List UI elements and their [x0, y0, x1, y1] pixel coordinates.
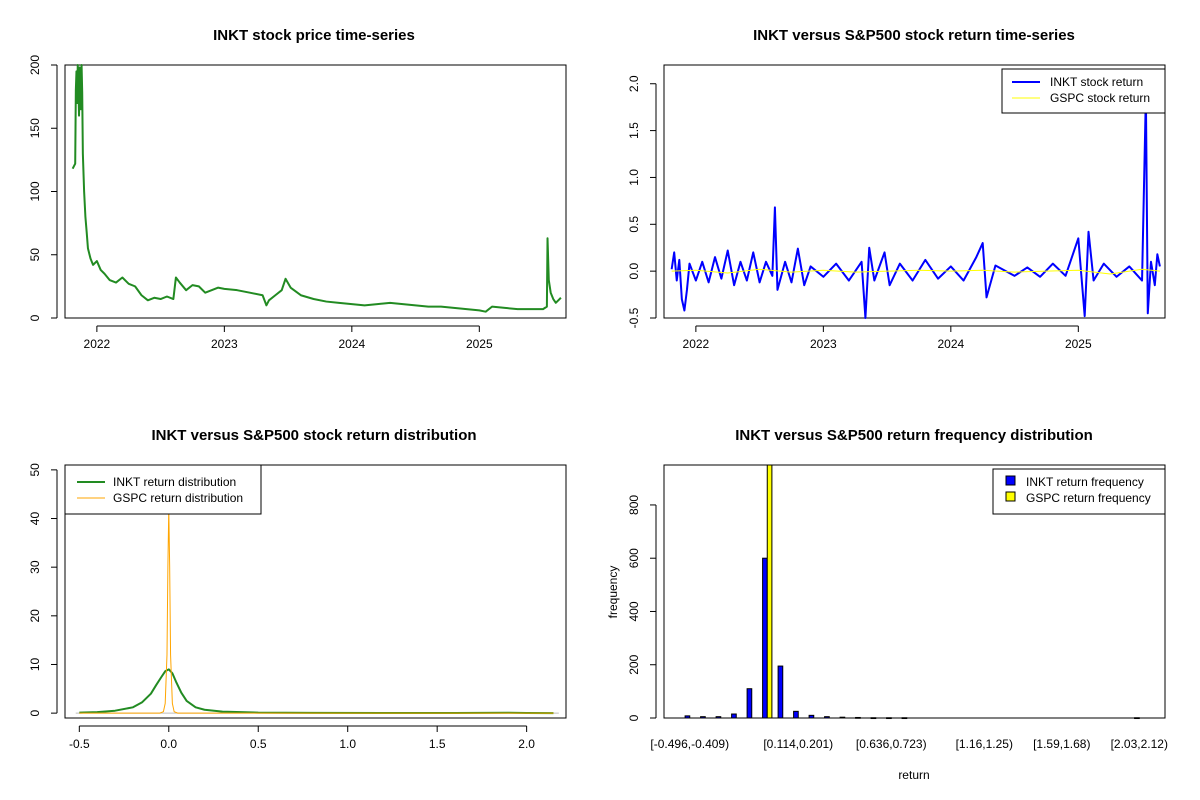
legend-label-inkt: INKT return distribution — [113, 475, 236, 489]
y-tick-label: 0 — [28, 709, 42, 716]
legend-box — [64, 464, 262, 515]
x-tick-label: [0.114,0.201) — [763, 737, 833, 751]
bar-inkt — [762, 557, 768, 719]
bar-gspc — [766, 464, 773, 719]
y-tick-label: 10 — [28, 657, 42, 671]
y-tick-label: 0.5 — [627, 216, 641, 233]
x-tick-label: 2023 — [810, 337, 837, 351]
y-tick-label: 40 — [28, 512, 42, 526]
bar-inkt — [746, 688, 753, 719]
legend: INKT stock return GSPC stock return — [1001, 68, 1166, 114]
bar-inkt — [700, 716, 706, 719]
gspc-return-line — [671, 268, 1160, 275]
legend-label-gspc: GSPC return distribution — [113, 491, 243, 505]
x-tick-label: 2022 — [683, 337, 710, 351]
x-tick-label: [0.636,0.723) — [856, 737, 927, 751]
chart-price: INKT stock price time-series 0 50 100 150 20… — [28, 27, 567, 351]
distribution-marks: 0 10 20 30 40 50 -0.5 0.0 0.5 1.0 1.5 2.0 — [28, 463, 559, 751]
x-tick-label: 2.0 — [518, 737, 535, 751]
chart-returns: INKT versus S&P500 stock return time-ser… — [627, 27, 1166, 351]
legend-label-gspc: GSPC stock return — [1050, 91, 1150, 105]
x-tick-label: 0.0 — [160, 737, 177, 751]
inkt-return-line — [670, 93, 1161, 319]
plot-frame — [64, 464, 567, 719]
bar-inkt — [901, 717, 908, 720]
y-tick-label: 50 — [28, 248, 42, 262]
plot-frame — [663, 464, 1166, 719]
price-marks: 0 50 100 150 200 2022 2023 2024 2025 — [28, 55, 562, 351]
x-tick-label: 2024 — [338, 337, 365, 351]
y-tick-label: 100 — [28, 181, 42, 201]
legend-swatch-inkt — [1005, 475, 1016, 486]
legend-label-inkt: INKT stock return — [1050, 75, 1143, 89]
y-tick-label: 600 — [627, 548, 641, 568]
bar-inkt — [777, 665, 784, 719]
chart-title: INKT versus S&P500 stock return time-ser… — [753, 27, 1075, 44]
x-tick-label: 2023 — [211, 337, 238, 351]
chart-title: INKT versus S&P500 stock return distribu… — [151, 427, 476, 444]
y-tick-label: 50 — [28, 463, 42, 477]
legend-box — [1001, 68, 1166, 114]
y-tick-label: 200 — [28, 55, 42, 75]
returns-marks: -0.5 0.0 0.5 1.0 1.5 2.0 2022 2023 2024 2025 — [627, 75, 1161, 351]
price-series-line — [71, 64, 562, 313]
y-tick-label: 1.0 — [627, 169, 641, 186]
frequency-marks: 0 200 400 600 800 [-0.496,-0.409) [0.114,0.201… — [627, 464, 1168, 751]
x-tick-label: [1.59,1.68) — [1033, 737, 1090, 751]
bar-inkt — [731, 713, 737, 719]
x-tick-label: 1.5 — [429, 737, 446, 751]
x-tick-label: 1.0 — [339, 737, 356, 751]
y-tick-label: 400 — [627, 601, 641, 621]
bar-inkt — [1134, 717, 1140, 720]
chart-frequency: INKT versus S&P500 return frequency dist… — [606, 427, 1168, 782]
legend-label-gspc: GSPC return frequency — [1026, 491, 1151, 505]
y-tick-label: 0.0 — [627, 262, 641, 279]
x-tick-label: -0.5 — [69, 737, 90, 751]
y-tick-label: -0.5 — [627, 307, 641, 328]
y-axis-label: frequency — [606, 566, 620, 619]
x-tick-label: 2025 — [466, 337, 493, 351]
x-tick-label: 0.5 — [250, 737, 267, 751]
y-tick-label: 1.5 — [627, 122, 641, 139]
bar-inkt — [715, 716, 722, 719]
x-tick-label: 2022 — [84, 337, 111, 351]
x-tick-label: [1.16,1.25) — [956, 737, 1013, 751]
bar-inkt — [808, 714, 815, 719]
x-tick-label: [-0.496,-0.409) — [650, 737, 729, 751]
bar-inkt — [855, 716, 861, 719]
bar-inkt — [870, 717, 877, 720]
x-axis-label: return — [898, 768, 929, 782]
x-tick-label: 2024 — [937, 337, 964, 351]
y-tick-label: 0 — [627, 714, 641, 721]
y-tick-label: 800 — [627, 495, 641, 515]
y-tick-label: 2.0 — [627, 75, 641, 92]
y-tick-label: 0 — [28, 314, 42, 321]
legend-box — [992, 468, 1166, 515]
y-tick-label: 150 — [28, 118, 42, 138]
y-tick-label: 30 — [28, 560, 42, 574]
legend: INKT return frequency GSPC return freque… — [992, 468, 1166, 515]
plot-frame — [663, 64, 1166, 319]
chart-title: INKT stock price time-series — [213, 27, 415, 44]
legend: INKT return distribution GSPC return dis… — [64, 464, 262, 515]
y-tick-label: 20 — [28, 609, 42, 623]
plot-frame — [64, 64, 567, 319]
bar-inkt — [824, 716, 830, 719]
bar-inkt — [886, 717, 892, 720]
chart-title: INKT versus S&P500 return frequency dist… — [735, 427, 1093, 444]
bar-inkt — [793, 710, 799, 719]
x-tick-label: [2.03,2.12) — [1111, 737, 1168, 751]
bar-inkt — [684, 715, 691, 719]
y-tick-label: 200 — [627, 654, 641, 674]
legend-swatch-gspc — [1005, 491, 1016, 502]
bar-inkt — [839, 716, 846, 719]
chart-distribution: INKT versus S&P500 stock return distribu… — [28, 427, 567, 751]
legend-label-inkt: INKT return frequency — [1026, 475, 1144, 489]
x-tick-label: 2025 — [1065, 337, 1092, 351]
